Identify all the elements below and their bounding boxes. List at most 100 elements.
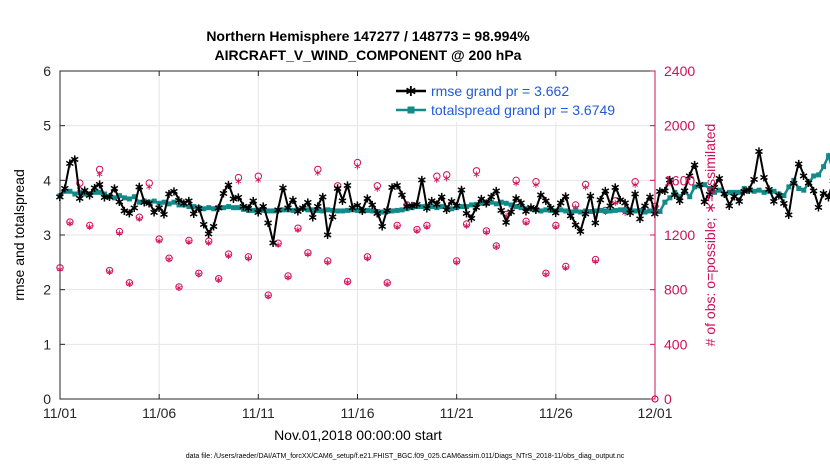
obs-assimilated-point: ∗	[383, 279, 391, 290]
rmse-point: ∗	[198, 218, 209, 233]
rmse-point: ∗	[615, 193, 626, 208]
rmse-point: ∗	[342, 179, 353, 194]
rmse-point: ∗	[119, 204, 130, 219]
x-tick-label: 11/26	[539, 405, 573, 421]
totalspread-point	[191, 204, 197, 210]
totalspread-point	[290, 207, 296, 213]
totalspread-point	[206, 205, 212, 211]
y-right-tick-label: 0	[664, 391, 672, 407]
rmse-point: ∗	[337, 194, 348, 209]
obs-assimilated-point: ∗	[115, 228, 123, 239]
totalspread-point	[578, 209, 584, 215]
obs-possible-point	[264, 291, 272, 299]
obs-assimilated-point: ∗	[135, 214, 143, 225]
rmse-point: ∗	[605, 199, 616, 214]
obs-assimilated-point: ∗	[56, 264, 64, 275]
totalspread-point	[280, 207, 286, 213]
totalspread-point	[692, 184, 698, 190]
rmse-point: ∗	[243, 202, 254, 217]
x-tick-label: 12/01	[637, 405, 672, 421]
rmse-point: ∗	[471, 201, 482, 216]
totalspread-point	[667, 195, 673, 201]
rmse-point: ∗	[317, 190, 328, 205]
obs-assimilated-point: ∗	[373, 184, 381, 195]
obs-assimilated-point: ∗	[353, 161, 361, 172]
totalspread-point	[716, 187, 722, 193]
rmse-point: ∗	[417, 173, 428, 188]
obs-assimilated-point: ∗	[324, 258, 332, 269]
obs-possible-point	[542, 269, 550, 277]
y-right-axis-ticks: 0 400 800 1200 1600 2000 2400	[650, 63, 695, 407]
rmse-point: ∗	[357, 204, 368, 219]
rmse-point: ∗	[159, 208, 170, 223]
y-right-tick-label: 800	[664, 282, 688, 298]
legend-rmse-label: rmse grand pr = 3.662	[431, 83, 569, 99]
totalspread-point	[662, 199, 668, 205]
rmse-point: ∗	[188, 207, 199, 222]
obs-possible-point	[135, 213, 144, 221]
totalspread-point	[786, 184, 792, 190]
obs-possible-point	[492, 242, 501, 250]
rmse-point: ∗	[674, 194, 685, 209]
totalspread-point	[240, 206, 246, 212]
y-right-axis-label: # of obs: o=possible; ∗=assimilated	[702, 124, 718, 347]
totalspread-point	[181, 202, 187, 208]
totalspread-point	[796, 186, 802, 192]
rmse-point: ∗	[560, 190, 571, 205]
rmse-point: ∗	[590, 216, 601, 231]
rmse-point: ∗	[774, 189, 785, 204]
totalspread-point	[419, 204, 425, 210]
rmse-point: ∗	[536, 188, 547, 203]
totalspread-point	[434, 205, 440, 211]
totalspread-point	[533, 207, 539, 213]
rmse-point: ∗	[109, 181, 120, 196]
rmse-point: ∗	[575, 225, 586, 240]
rmse-point: ∗	[679, 184, 690, 199]
totalspread-point	[588, 208, 594, 214]
rmse-point: ∗	[818, 186, 829, 201]
obs-possible-point	[165, 254, 173, 262]
totalspread-point	[404, 206, 410, 212]
y-right-tick-label: 1600	[664, 172, 695, 188]
obs-assimilated-point: ∗	[562, 263, 570, 274]
y-left-tick-label: 6	[43, 63, 51, 79]
rmse-point: ∗	[461, 207, 472, 222]
totalspread-point	[399, 207, 405, 213]
rmse-point: ∗	[813, 201, 824, 216]
obs-possible-point	[274, 239, 282, 247]
obs-assimilated-point: ∗	[393, 222, 401, 233]
rmse-point: ∗	[283, 201, 294, 216]
totalspread-point	[771, 188, 777, 194]
totalspread-point	[449, 206, 455, 212]
totalspread-point	[211, 206, 217, 212]
rmse-point: ∗	[486, 190, 497, 205]
rmse-point: ∗	[565, 209, 576, 224]
y-right-tick-label: 1200	[664, 227, 695, 243]
obs-assimilated-point: ∗	[343, 278, 351, 289]
totalspread-point	[315, 207, 321, 213]
totalspread-point	[136, 199, 142, 205]
rmse-point: ∗	[238, 199, 249, 214]
rmse-point: ∗	[689, 158, 700, 173]
rmse-point: ∗	[669, 188, 680, 203]
y-right-tick-label: 2400	[664, 63, 695, 79]
rmse-point: ∗	[412, 197, 423, 212]
totalspread-point	[92, 189, 98, 195]
obs-assimilated-point: ∗	[175, 283, 183, 294]
totalspread-point	[300, 206, 306, 212]
totalspread-point	[245, 207, 251, 213]
y-right-tick-label: 400	[664, 336, 688, 352]
rmse-point: ∗	[754, 144, 765, 159]
rmse-point: ∗	[580, 207, 591, 222]
totalspread-point	[176, 202, 182, 208]
rmse-point: ∗	[545, 201, 556, 216]
rmse-point: ∗	[466, 212, 477, 227]
totalspread-point	[597, 207, 603, 213]
obs-assimilated-point: ∗	[363, 254, 371, 265]
obs-possible-point	[343, 277, 352, 286]
totalspread-point	[459, 204, 465, 210]
obs-assimilated-point: ∗	[502, 211, 510, 222]
totalspread-point	[573, 208, 579, 214]
totalspread-point	[121, 195, 127, 201]
legend-spread-label: totalspread grand pr = 3.6749	[431, 102, 615, 118]
